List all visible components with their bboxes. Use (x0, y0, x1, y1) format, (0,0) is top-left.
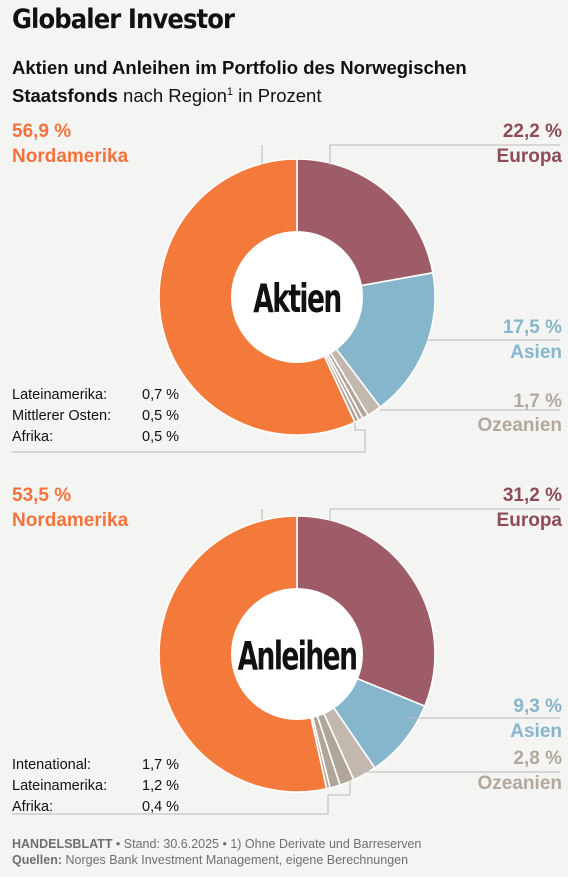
anleihen-nordamerika-name: Nordamerika (12, 510, 129, 531)
small-row-name: Mittlerer Osten: (12, 408, 112, 424)
small-row: Mittlerer Osten: 0,5 % (12, 406, 192, 427)
anleihen-asien-name: Asien (510, 721, 562, 742)
small-row-name: Intenational: (12, 757, 92, 773)
donut-hole (231, 231, 363, 363)
footnote-marker: 1 (226, 86, 234, 98)
anleihen-europa-name: Europa (496, 510, 562, 531)
small-row-name: Lateinamerika: (12, 778, 108, 794)
donut-center-label: Aktien (253, 276, 341, 322)
aktien-europa-name: Europa (496, 146, 562, 167)
anleihen-nordamerika-value: 53,5 % (12, 485, 72, 506)
anleihen-asien-value: 9,3 % (513, 696, 562, 717)
leader-line (329, 508, 560, 520)
small-row-value: 0,5 % (142, 429, 180, 445)
aktien-asien-value: 17,5 % (502, 317, 562, 338)
aktien-small-regions: Lateinamerika: 0,7 % Mittlerer Osten: 0,5 … (12, 385, 192, 448)
source-name: HANDELSBLATT (12, 837, 113, 851)
leader-line (12, 780, 351, 815)
small-row-value: 0,5 % (142, 408, 180, 424)
anleihen-ozeanien-value: 2,8 % (513, 748, 562, 769)
small-row: Afrika: 0,5 % (12, 427, 192, 448)
subtitle-bold: Aktien und Anleihen im Portfolio des Nor… (12, 57, 467, 107)
small-row: Lateinamerika: 0,7 % (12, 385, 192, 406)
quellen-label: Quellen: (12, 853, 63, 867)
small-row-value: 1,2 % (142, 778, 180, 794)
aktien-ozeanien-value: 1,7 % (513, 391, 562, 412)
leader-line (12, 422, 366, 453)
aktien-nordamerika-value: 56,9 % (12, 121, 72, 142)
aktien-asien-name: Asien (510, 342, 562, 363)
small-row-name: Afrika: (12, 429, 54, 445)
donut-hole (231, 588, 363, 720)
footer-note: • Stand: 30.6.2025 • 1) Ohne Derivate un… (112, 837, 422, 851)
chart-subtitle: Aktien und Anleihen im Portfolio des Nor… (12, 56, 568, 108)
quellen-text: Norges Bank Investment Management, eigen… (62, 853, 409, 867)
small-row-value: 0,7 % (142, 387, 180, 403)
small-row-name: Afrika: (12, 799, 54, 815)
small-row: Lateinamerika: 1,2 % (12, 776, 192, 797)
subtitle-end: in Prozent (233, 85, 322, 107)
anleihen-ozeanien-name: Ozeanien (477, 773, 562, 794)
anleihen-small-regions: Intenational: 1,7 % Lateinamerika: 1,2 % A… (12, 755, 192, 818)
small-row: Afrika: 0,4 % (12, 797, 192, 818)
chart-title: Globaler Investor (12, 4, 235, 35)
subtitle-rest: nach Region (117, 85, 227, 107)
anleihen-europa-value: 31,2 % (502, 485, 562, 506)
donut-center-label: Anleihen (238, 633, 357, 679)
aktien-europa-value: 22,2 % (502, 121, 562, 142)
small-row-value: 0,4 % (142, 799, 180, 815)
small-row-name: Lateinamerika: (12, 387, 108, 403)
chart-footer: HANDELSBLATT • Stand: 30.6.2025 • 1) Ohn… (12, 836, 421, 868)
small-row-value: 1,7 % (142, 757, 180, 773)
small-row: Intenational: 1,7 % (12, 755, 192, 776)
aktien-ozeanien-name: Ozeanien (477, 415, 562, 436)
leader-line (329, 144, 560, 165)
aktien-nordamerika-name: Nordamerika (12, 146, 129, 167)
